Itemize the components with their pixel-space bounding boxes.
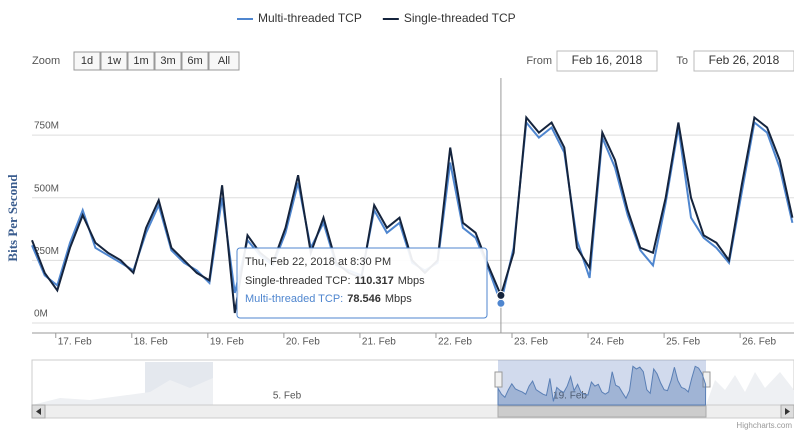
zoom-button[interactable]: [154, 51, 182, 71]
zoom-button[interactable]: [208, 51, 240, 71]
arrow: [785, 408, 790, 415]
x-tick-label: 21. Feb: [362, 337, 396, 348]
navigator-series: [497, 365, 707, 406]
y-tick-label: 500M: [34, 183, 59, 194]
from-label: From: [526, 55, 552, 67]
navigator-handle[interactable]: [702, 371, 711, 388]
zoom-label: Zoom: [32, 55, 60, 67]
legend-label[interactable]: Single-threaded TCP: [404, 11, 516, 25]
zoom-buttons: 1d 1w 1m 3m 6m All: [73, 51, 240, 71]
navigator-label: 5. Feb: [273, 391, 302, 402]
zoom-button[interactable]: [100, 51, 128, 71]
zoom-button-label[interactable]: 6m: [187, 55, 202, 67]
tooltip: [236, 247, 488, 319]
tooltip-value: 78.546: [347, 293, 381, 305]
zoom-button[interactable]: [127, 51, 155, 71]
y-tick-label: 250M: [34, 246, 59, 257]
x-tick-label: 26. Feb: [742, 337, 776, 348]
x-tick-label: 24. Feb: [590, 337, 624, 348]
arrow: [36, 408, 41, 415]
x-tick-label: 22. Feb: [438, 337, 472, 348]
zoom-button[interactable]: [73, 51, 101, 71]
to-value[interactable]: Feb 26, 2018: [709, 53, 780, 67]
navigator-handle[interactable]: [494, 371, 503, 388]
tooltip-series: Single-threaded TCP:: [245, 275, 351, 287]
legend-label[interactable]: Multi-threaded TCP: [258, 11, 362, 25]
hover-marker: [496, 298, 506, 308]
to-input[interactable]: [693, 50, 794, 72]
to-label: To: [676, 55, 688, 67]
zoom-button-label[interactable]: 1w: [107, 55, 121, 67]
x-tick-label: 19. Feb: [210, 337, 244, 348]
from-input[interactable]: [556, 50, 658, 72]
navigator-history-area: [32, 378, 213, 405]
zoom-button-label[interactable]: 3m: [160, 55, 175, 67]
tooltip-unit: Mbps: [385, 293, 412, 305]
zoom-button[interactable]: [181, 51, 209, 71]
tooltip-unit: Mbps: [398, 275, 425, 287]
y-tick-label: 750M: [34, 121, 59, 132]
x-tick-label: 17. Feb: [58, 337, 92, 348]
x-tick-label: 18. Feb: [134, 337, 168, 348]
x-tick-label: 23. Feb: [514, 337, 548, 348]
tooltip-series: Multi-threaded TCP:: [245, 293, 343, 305]
hover-marker: [496, 290, 506, 300]
navigator-history-area: [706, 372, 794, 405]
x-tick-label: 25. Feb: [666, 337, 700, 348]
zoom-button-label[interactable]: All: [218, 55, 230, 67]
scrollbar-thumb[interactable]: [497, 405, 707, 418]
credits[interactable]: Highcharts.com: [736, 421, 792, 430]
zoom-button-label[interactable]: 1m: [133, 55, 148, 67]
x-tick-label: 20. Feb: [286, 337, 320, 348]
from-value[interactable]: Feb 16, 2018: [572, 53, 643, 67]
navigator-label: 19. Feb: [553, 391, 587, 402]
tooltip-value: 110.317: [355, 275, 394, 287]
y-axis-title: Bits Per Second: [5, 174, 20, 262]
y-tick-label: 0M: [34, 309, 48, 320]
tooltip-date: Thu, Feb 22, 2018 at 8:30 PM: [245, 256, 391, 268]
zoom-button-label[interactable]: 1d: [81, 55, 93, 67]
